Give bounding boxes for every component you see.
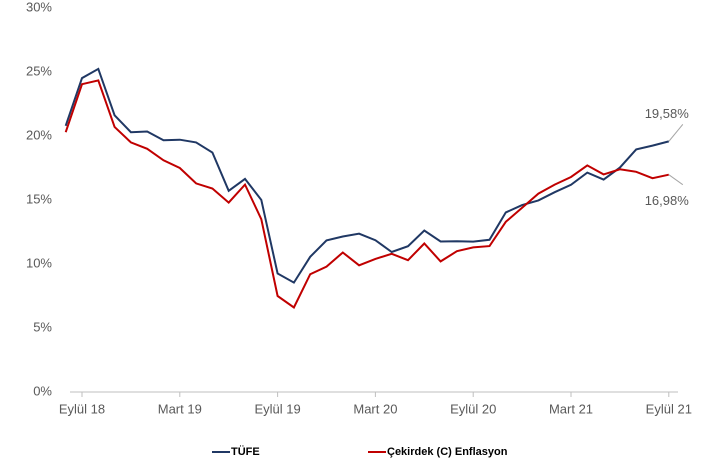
- x-tick-label: Eylül 18: [59, 401, 105, 416]
- data-label: 19,58%: [645, 106, 690, 121]
- legend-label: Çekirdek (C) Enflasyon: [387, 446, 508, 458]
- y-tick-label: 25%: [26, 63, 52, 78]
- x-tick-label: Eylül 20: [450, 401, 496, 416]
- y-tick-label: 15%: [26, 191, 52, 206]
- data-label: 16,98%: [645, 193, 690, 208]
- legend-label: TÜFE: [231, 445, 260, 458]
- x-tick-label: Mart 21: [549, 401, 593, 416]
- series-line: [64, 79, 670, 309]
- x-tick-label: Eylül 21: [646, 401, 692, 416]
- y-tick-label: 30%: [26, 0, 52, 14]
- y-tick-label: 20%: [26, 127, 52, 142]
- y-tick-label: 5%: [33, 319, 52, 334]
- leader-line: [668, 174, 684, 186]
- leader-line: [668, 124, 684, 142]
- series-line: [64, 67, 670, 284]
- y-tick-label: 0%: [33, 383, 52, 398]
- x-tick-label: Mart 20: [353, 401, 397, 416]
- x-tick-label: Eylül 19: [254, 401, 300, 416]
- y-tick-label: 10%: [26, 255, 52, 270]
- x-tick-label: Mart 19: [158, 401, 202, 416]
